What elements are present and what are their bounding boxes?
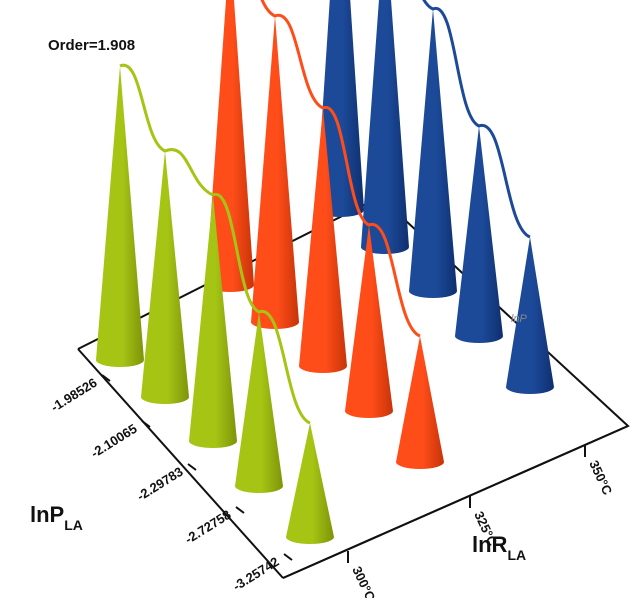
cone-series xyxy=(96,0,554,544)
cone-325°C-4 xyxy=(345,225,393,418)
cone-350°C-4 xyxy=(455,126,503,343)
cone-body xyxy=(506,237,554,394)
cone-body xyxy=(141,151,189,404)
cone-body xyxy=(409,9,457,298)
cone-body xyxy=(96,66,144,367)
lnP-tick-label: -1.98526 xyxy=(48,375,99,415)
lnP-tick-label: -2.29783 xyxy=(134,464,185,504)
cone-350°C-2 xyxy=(361,0,409,254)
cone-body xyxy=(396,336,444,469)
order-curve-325°C xyxy=(260,0,421,338)
lnP-tick-label: -2.10065 xyxy=(88,421,139,461)
cone-350°C-5 xyxy=(506,237,554,394)
faint-lnP-label: lnP xyxy=(511,313,528,325)
lnP-tick-mark xyxy=(187,463,197,471)
cone-325°C-2 xyxy=(251,16,299,329)
order-curve-300°C xyxy=(119,63,311,425)
lnP-axis-line xyxy=(77,348,284,579)
cone-body xyxy=(299,108,347,373)
cone-325°C-3 xyxy=(299,108,347,373)
cone-300°C-4 xyxy=(235,312,283,493)
temperature-tick-label: 350°C xyxy=(586,458,615,498)
lnR-axis-title: lnRLA xyxy=(472,532,526,563)
cone-body xyxy=(251,16,299,329)
tick-labels: -1.98526 -2.10065-2.29783-2.72758 -3.25742… xyxy=(48,374,615,598)
cone-300°C-2 xyxy=(141,151,189,404)
lnR-axis-line xyxy=(282,425,629,579)
cone-300°C-1 xyxy=(96,66,144,367)
order-annotation-300°C: Order=1.908 xyxy=(48,37,135,54)
cone-325°C-5 xyxy=(396,336,444,469)
cone-body xyxy=(361,0,409,254)
cone-350°C-3 xyxy=(409,9,457,298)
lnP-tick-mark xyxy=(141,420,151,428)
cone-325°C-1 xyxy=(206,0,254,292)
cone-body xyxy=(235,312,283,493)
order-curves xyxy=(119,0,531,425)
cone-body xyxy=(189,195,237,448)
cone-body xyxy=(345,225,393,418)
cone-300°C-5 xyxy=(286,423,334,544)
cone-body xyxy=(455,126,503,343)
lnP-tick-mark xyxy=(283,553,293,561)
lnP-tick-label: -2.72758 xyxy=(182,507,233,547)
order-annotations: Order=1.908Order=2.002Order=1.827 xyxy=(48,37,135,54)
order-curve-350°C xyxy=(422,0,531,239)
lnP-tick-mark xyxy=(101,374,111,382)
cone-body xyxy=(286,423,334,544)
lnP-axis-title: lnPLA xyxy=(30,502,83,533)
temperature-tick-label: 300°C xyxy=(349,564,378,598)
cone-body xyxy=(206,0,254,292)
lnP-tick-mark xyxy=(235,506,245,514)
lnP-tick-label: -3.25742 xyxy=(230,554,281,594)
cone-300°C-3 xyxy=(189,195,237,448)
